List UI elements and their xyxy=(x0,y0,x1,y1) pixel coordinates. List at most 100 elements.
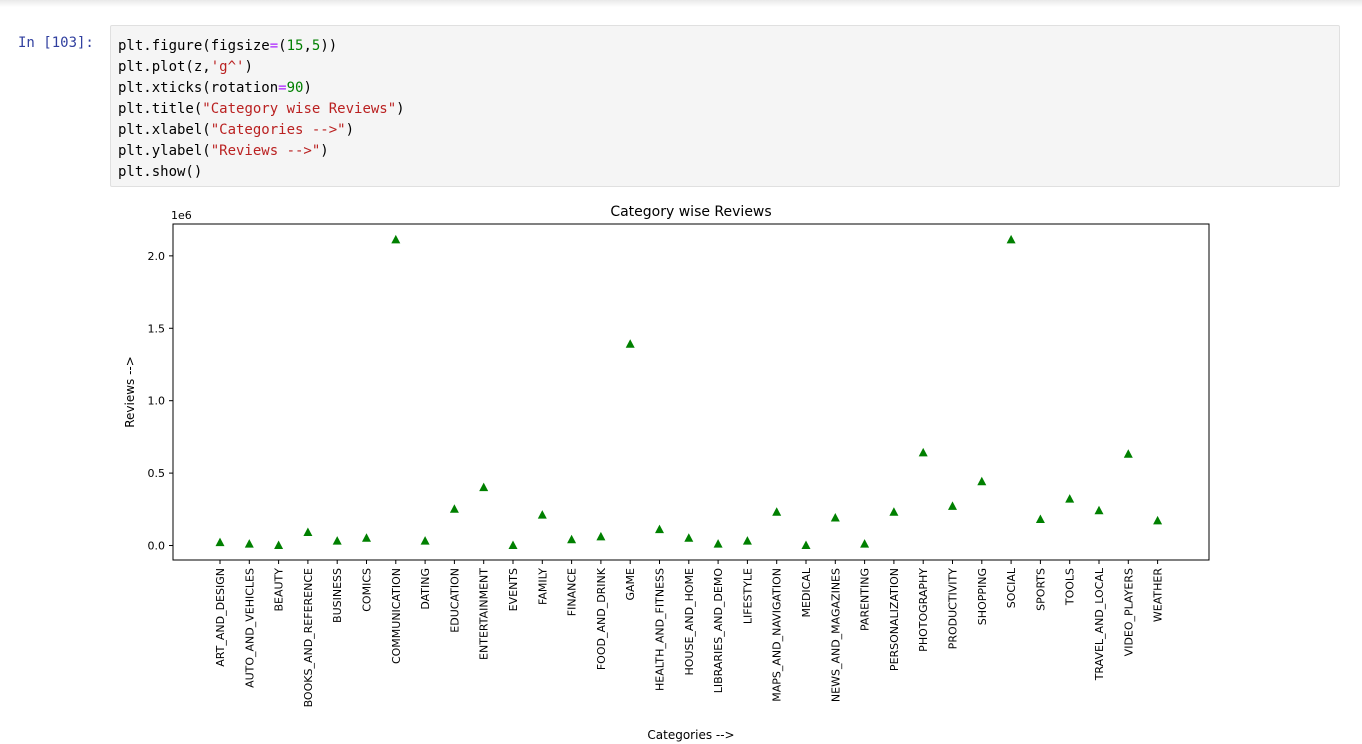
data-point-marker xyxy=(977,476,987,486)
data-point-marker xyxy=(1035,514,1045,523)
x-tick-label: ART_AND_DESIGN xyxy=(214,568,227,667)
data-point-marker xyxy=(362,533,371,542)
code-token: 15 xyxy=(286,38,304,54)
data-point-marker xyxy=(801,540,811,550)
plot-area xyxy=(172,223,1210,561)
x-tick-label: MAPS_AND_NAVIGATION xyxy=(771,568,784,702)
x-tick-label: FINANCE xyxy=(566,568,579,616)
y-tick-label: 2.0 xyxy=(148,250,166,263)
code-token: plt.title( xyxy=(118,101,203,117)
code-line: plt.plot(z,'g^') xyxy=(118,57,405,78)
code-token: 90 xyxy=(286,80,304,96)
code-token: plt.xlabel( xyxy=(118,122,211,138)
data-point-marker xyxy=(244,539,254,548)
code-token: 'g^' xyxy=(210,59,245,75)
data-point-marker xyxy=(918,447,928,457)
data-point-marker xyxy=(655,524,664,534)
x-tick-label: COMMUNICATION xyxy=(390,568,403,664)
x-tick-label: SPORTS xyxy=(1034,568,1047,611)
code-token: ) xyxy=(244,59,253,75)
x-tick-label: DATING xyxy=(419,568,432,610)
x-tick-label: LIFESTYLE xyxy=(741,568,754,624)
cell-prompt: In [103]: xyxy=(18,35,94,51)
code-line: plt.ylabel("Reviews -->") xyxy=(118,141,405,162)
x-tick-label: PHOTOGRAPHY xyxy=(917,568,930,652)
data-markers xyxy=(215,234,1163,550)
code-token: )) xyxy=(320,38,338,54)
y-tick-label: 1.0 xyxy=(148,395,166,408)
x-axis-ticks: ART_AND_DESIGN AUTO_AND_VEHICLES BEAUTY BOO… xyxy=(214,560,1165,707)
data-point-marker xyxy=(596,531,606,541)
data-point-marker xyxy=(742,536,752,545)
code-line: plt.xlabel("Categories -->") xyxy=(118,120,405,141)
data-point-marker xyxy=(772,507,782,516)
data-point-marker xyxy=(1123,449,1133,458)
x-tick-label: TOOLS xyxy=(1064,568,1077,606)
data-point-marker xyxy=(567,534,577,544)
data-point-marker xyxy=(303,527,313,536)
x-tick-label: HEALTH_AND_FITNESS xyxy=(654,568,667,691)
x-tick-label: WEATHER xyxy=(1152,568,1165,622)
data-point-marker xyxy=(1006,234,1016,244)
x-tick-label: FAMILY xyxy=(536,568,549,605)
x-tick-label: EVENTS xyxy=(507,568,520,611)
x-tick-label: COMICS xyxy=(361,568,374,612)
data-point-marker xyxy=(274,540,284,550)
code-token: ) xyxy=(396,101,405,117)
data-point-marker xyxy=(889,507,899,516)
x-tick-label: BEAUTY xyxy=(273,568,286,612)
x-tick-label: MEDICAL xyxy=(800,567,813,617)
code-line: plt.show() xyxy=(118,162,405,183)
chart-title: Category wise Reviews xyxy=(610,204,771,220)
y-tick-label: 0.0 xyxy=(148,540,166,553)
data-point-marker xyxy=(449,504,459,513)
x-tick-label: HOUSE_AND_HOME xyxy=(683,568,696,676)
x-tick-label: BUSINESS xyxy=(331,568,344,623)
data-point-marker xyxy=(215,537,225,547)
code-token: plt.xticks(rotation xyxy=(118,80,279,96)
x-axis-label: Categories --> xyxy=(647,728,734,742)
code-token: plt.ylabel( xyxy=(118,143,211,159)
code-line: plt.xticks(rotation=90) xyxy=(118,78,405,99)
x-tick-label: SOCIAL xyxy=(1005,567,1018,608)
x-tick-label: TRAVEL_AND_LOCAL xyxy=(1093,567,1106,681)
data-point-marker xyxy=(1153,515,1163,525)
code-token: = xyxy=(278,80,287,96)
data-point-marker xyxy=(391,234,401,244)
data-point-marker xyxy=(420,536,430,545)
code-token: ) xyxy=(303,80,312,96)
data-point-marker xyxy=(332,536,342,545)
x-tick-label: NEWS_AND_MAGAZINES xyxy=(829,568,842,702)
data-point-marker xyxy=(948,501,957,510)
chart: Category wise Reviews 1e6 Reviews --> Ca… xyxy=(123,204,1210,742)
code-token: ) xyxy=(320,143,329,159)
code-token: "Reviews -->" xyxy=(210,143,321,159)
code-token: ( xyxy=(278,38,287,54)
y-axis-ticks: 0.0 0.5 1.0 1.5 2.0 xyxy=(148,250,173,553)
code-editor[interactable]: plt.figure(figsize=(15,5)) plt.plot(z,'g^… xyxy=(118,36,405,183)
x-tick-label: LIBRARIES_AND_DEMO xyxy=(712,568,725,694)
code-cell[interactable]: plt.figure(figsize=(15,5)) plt.plot(z,'g^… xyxy=(110,25,1340,187)
x-tick-label: AUTO_AND_VEHICLES xyxy=(243,568,256,688)
code-line: plt.figure(figsize=(15,5)) xyxy=(118,36,405,57)
code-token: "Categories -->" xyxy=(210,122,346,138)
x-tick-label: FOOD_AND_DRINK xyxy=(595,567,608,670)
data-point-marker xyxy=(713,539,723,548)
data-point-marker xyxy=(479,482,489,492)
x-tick-label: BOOKS_AND_REFERENCE xyxy=(302,568,315,707)
data-point-marker xyxy=(625,339,635,348)
x-tick-label: PERSONALIZATION xyxy=(888,568,901,671)
y-tick-label: 1.5 xyxy=(148,322,166,335)
x-tick-label: EDUCATION xyxy=(448,568,461,633)
code-line: plt.title("Category wise Reviews") xyxy=(118,99,405,120)
data-point-marker xyxy=(830,513,840,522)
code-token: 5 xyxy=(311,38,321,54)
code-token: , xyxy=(303,38,312,54)
x-tick-label: VIDEO_PLAYERS xyxy=(1122,568,1135,656)
notebook-top-bar xyxy=(0,0,1362,7)
data-point-marker xyxy=(860,539,870,548)
data-point-marker xyxy=(508,540,518,550)
data-point-marker xyxy=(537,510,547,519)
data-point-marker xyxy=(1065,494,1075,503)
x-tick-label: PARENTING xyxy=(859,568,872,631)
